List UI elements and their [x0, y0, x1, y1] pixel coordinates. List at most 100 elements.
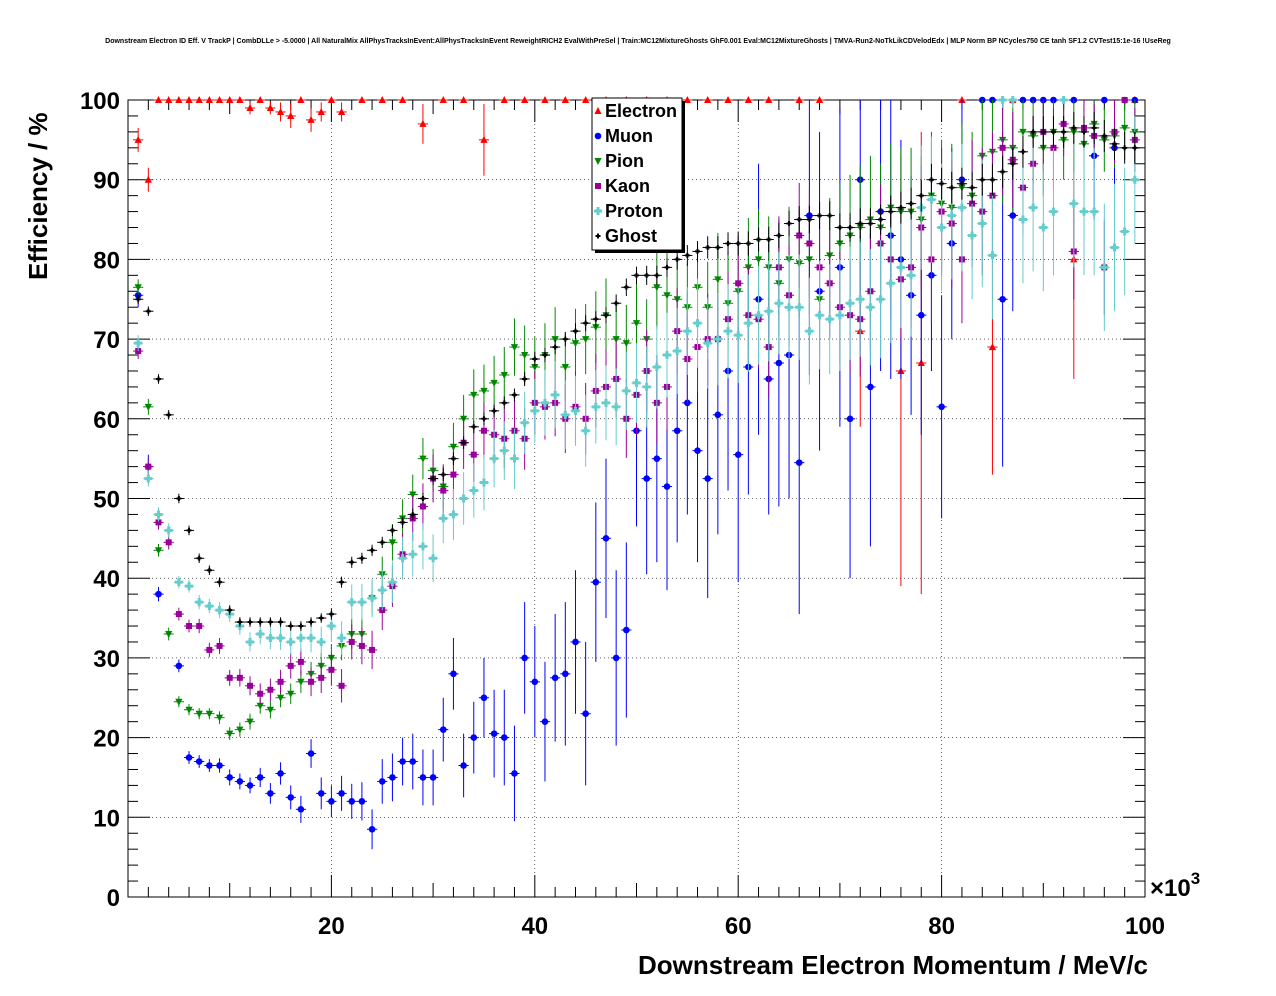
data-point	[165, 96, 173, 103]
data-point	[959, 181, 965, 187]
data-point	[796, 232, 803, 239]
data-point	[174, 578, 183, 587]
data-point	[246, 718, 254, 726]
data-point	[510, 344, 519, 352]
data-point	[389, 774, 396, 781]
data-point	[176, 496, 182, 501]
data-point	[154, 547, 163, 555]
data-point	[836, 240, 844, 248]
data-point	[185, 754, 193, 761]
legend-marker	[595, 183, 601, 189]
y-tick-label: 100	[80, 88, 120, 115]
data-point	[927, 195, 936, 204]
y-tick-label: 10	[93, 805, 120, 832]
data-point	[156, 376, 162, 382]
data-point	[430, 476, 436, 482]
data-point	[267, 686, 274, 693]
data-point	[480, 387, 488, 395]
data-point	[215, 96, 224, 103]
data-point	[439, 96, 447, 103]
data-point	[164, 526, 173, 535]
data-point	[805, 327, 814, 336]
data-point	[419, 119, 427, 127]
data-point	[246, 637, 255, 646]
data-point	[266, 706, 274, 714]
data-point	[215, 606, 224, 615]
data-point	[358, 798, 366, 805]
data-point	[135, 296, 141, 302]
data-point	[969, 185, 975, 191]
data-point	[247, 682, 254, 689]
legend-entry-ghost: Ghost	[595, 226, 657, 246]
data-point	[246, 782, 254, 789]
data-point	[358, 642, 365, 649]
data-point	[572, 638, 579, 646]
data-point	[134, 135, 142, 143]
data-point	[540, 398, 549, 407]
data-point	[246, 103, 254, 111]
data-point	[307, 633, 316, 642]
legend-label: Muon	[605, 126, 653, 146]
data-point	[1132, 145, 1138, 151]
data-point	[419, 503, 426, 510]
data-point	[1029, 203, 1038, 212]
data-point	[357, 598, 366, 607]
legend-entry-electron: Electron	[594, 101, 677, 121]
data-point	[582, 710, 589, 717]
data-point	[1059, 96, 1068, 104]
legend-label: Pion	[605, 151, 644, 171]
data-point	[165, 630, 173, 638]
data-point	[937, 223, 946, 232]
data-point	[481, 416, 487, 422]
data-point	[999, 295, 1006, 303]
data-point	[420, 496, 426, 501]
data-point	[440, 487, 447, 494]
x-axis-multiplier-exponent: 3	[1191, 869, 1200, 888]
data-point	[1030, 129, 1036, 135]
data-point	[938, 403, 945, 411]
data-point	[530, 406, 539, 415]
data-point	[714, 411, 722, 419]
data-point	[348, 638, 355, 645]
data-point	[256, 96, 264, 103]
data-point	[632, 378, 641, 387]
data-point	[744, 319, 753, 328]
data-point	[857, 221, 863, 227]
data-point	[583, 320, 589, 326]
data-point	[683, 327, 692, 336]
data-point	[756, 236, 762, 242]
data-point	[408, 550, 417, 559]
y-tick-label: 50	[93, 487, 120, 514]
data-point	[764, 307, 773, 316]
data-point	[327, 96, 335, 103]
data-point	[663, 351, 672, 360]
data-point	[1018, 215, 1027, 224]
data-point	[1008, 96, 1017, 104]
data-point	[348, 798, 356, 805]
data-point	[327, 622, 336, 631]
data-point	[409, 758, 417, 765]
data-point	[817, 213, 823, 219]
data-point	[907, 271, 916, 280]
data-point	[592, 578, 600, 586]
data-point	[1111, 141, 1117, 147]
data-point	[896, 263, 905, 272]
data-point	[1090, 207, 1099, 216]
data-point	[876, 295, 885, 304]
data-point	[460, 96, 468, 103]
data-point	[592, 324, 600, 332]
data-point	[663, 483, 671, 490]
data-point	[206, 567, 212, 573]
data-point	[276, 633, 285, 642]
data-point	[989, 177, 995, 183]
data-point	[1120, 227, 1129, 236]
data-point	[318, 674, 325, 681]
data-point	[581, 426, 590, 435]
data-point	[837, 225, 843, 231]
data-point	[541, 718, 549, 725]
data-point	[490, 730, 498, 737]
data-point	[734, 331, 743, 340]
data-point	[287, 690, 295, 698]
data-point	[866, 303, 875, 312]
data-point	[551, 336, 559, 344]
